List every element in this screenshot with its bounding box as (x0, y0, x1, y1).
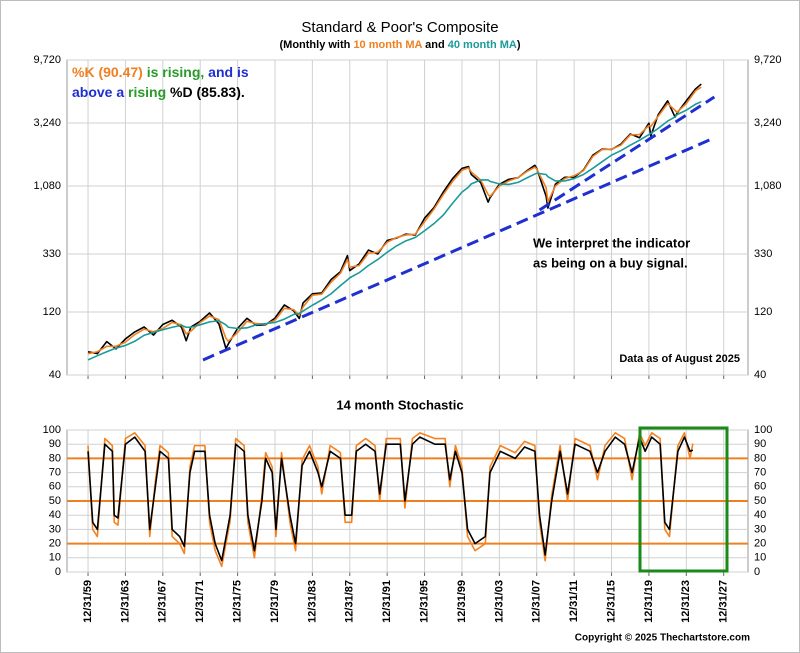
y-tick-label-right: 330 (754, 248, 772, 260)
subtitle-part: (Monthly with (280, 39, 354, 51)
x-tick-label: 12/31/27 (718, 580, 730, 623)
y-tick-label-right: 40 (754, 509, 766, 521)
x-tick-label: 12/31/19 (643, 580, 655, 623)
y-tick-label-right: 0 (754, 566, 760, 578)
y-tick-label-right: 70 (754, 467, 766, 479)
subtitle-part: 40 month MA (448, 39, 517, 51)
y-tick-label-right: 40 (754, 369, 766, 381)
y-tick-label: 1,080 (33, 180, 61, 192)
copyright: Copyright © 2025 Thechartstore.com (575, 633, 750, 644)
y-tick-label: 100 (43, 424, 61, 436)
y-tick-label: 20 (49, 538, 61, 550)
y-tick-label-right: 90 (754, 438, 766, 450)
series-line (87, 436, 694, 562)
annotation-part: is rising, (143, 64, 204, 80)
y-tick-label: 0 (55, 566, 61, 578)
y-tick-label: 3,240 (33, 117, 61, 129)
series-line (87, 100, 702, 361)
y-tick-label: 50 (49, 495, 61, 507)
subtitle-part: and (422, 39, 448, 51)
y-tick-label-right: 1,080 (754, 180, 782, 192)
footnote: Data as of August 2025 (619, 353, 740, 365)
annotation-part: and is (204, 64, 249, 80)
x-tick-label: 12/31/83 (306, 580, 318, 623)
chart-title: Standard & Poor's Composite (301, 19, 498, 36)
plot-area (66, 59, 749, 376)
x-tick-label: 12/31/59 (82, 580, 94, 623)
annotation-part: above a (72, 84, 128, 100)
y-tick-label-right: 3,240 (754, 117, 782, 129)
x-tick-label: 12/31/67 (157, 580, 169, 623)
series-line (87, 432, 694, 568)
x-tick-label: 12/31/91 (381, 580, 393, 623)
trend-line (202, 136, 715, 362)
y-tick-label-right: 100 (754, 424, 772, 436)
y-tick-label: 40 (49, 509, 61, 521)
trend-line (538, 95, 716, 212)
y-tick-label-right: 20 (754, 538, 766, 550)
annotation-part: rising (128, 84, 166, 100)
y-tick-label-right: 9,720 (754, 54, 782, 66)
y-tick-label: 330 (43, 248, 61, 260)
y-tick-label: 9,720 (33, 54, 61, 66)
y-tick-label-right: 60 (754, 481, 766, 493)
annotation: %K (90.47) is rising, and is (72, 64, 249, 80)
x-tick-label: 12/31/23 (680, 580, 692, 623)
y-tick-label: 80 (49, 452, 61, 464)
y-tick-label-right: 10 (754, 552, 766, 564)
x-tick-label: 12/31/99 (456, 580, 468, 623)
y-tick-label: 90 (49, 438, 61, 450)
subtitle-part: ) (517, 39, 521, 51)
y-tick-label: 30 (49, 523, 61, 535)
highlight-box (638, 426, 729, 573)
y-tick-label: 10 (49, 552, 61, 564)
y-tick-label: 70 (49, 467, 61, 479)
panel-title: 14 month Stochastic (336, 397, 463, 412)
y-tick-label-right: 80 (754, 452, 766, 464)
x-tick-label: 12/31/63 (119, 580, 131, 623)
y-tick-label-right: 30 (754, 523, 766, 535)
x-tick-label: 12/31/15 (605, 580, 617, 623)
y-tick-label-right: 50 (754, 495, 766, 507)
x-tick-label: 12/31/11 (568, 580, 580, 622)
y-tick-label: 120 (43, 306, 61, 318)
x-tick-label: 12/31/79 (269, 580, 281, 623)
x-tick-label: 12/31/87 (344, 580, 356, 623)
x-tick-label: 12/31/07 (531, 580, 543, 623)
x-tick-label: 12/31/03 (493, 580, 505, 623)
x-tick-label: 12/31/95 (418, 580, 430, 623)
annotation-part: %K (90.47) (72, 64, 143, 80)
x-tick-label: 12/31/71 (194, 580, 206, 623)
note: We interpret the indicator (533, 235, 690, 250)
chart-subtitle: (Monthly with 10 month MA and 40 month M… (280, 39, 521, 51)
y-tick-label: 60 (49, 481, 61, 493)
note: as being on a buy signal. (533, 255, 688, 270)
annotation: above a rising %D (85.83). (72, 84, 245, 100)
annotation-part: %D (85.83). (166, 84, 245, 100)
x-tick-label: 12/31/75 (232, 580, 244, 623)
subtitle-part: 10 month MA (353, 39, 422, 51)
y-tick-label: 40 (49, 369, 61, 381)
y-tick-label-right: 120 (754, 306, 772, 318)
